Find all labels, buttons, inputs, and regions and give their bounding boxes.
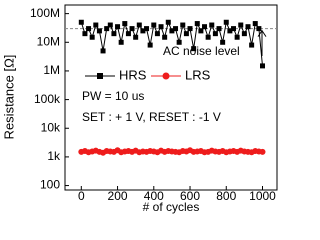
point <box>104 26 110 32</box>
point <box>129 26 135 32</box>
x-tick-label: 600 <box>180 189 200 203</box>
point <box>238 22 244 28</box>
point <box>241 31 247 37</box>
point <box>165 19 171 25</box>
point <box>212 31 218 37</box>
legend-marker <box>162 72 170 80</box>
x-tick-label: 800 <box>216 189 236 203</box>
legend-label: LRS <box>185 67 211 82</box>
point <box>205 34 211 40</box>
point <box>234 34 240 40</box>
x-tick-label: 0 <box>78 189 85 203</box>
y-tick-label: 1k <box>47 149 61 163</box>
point <box>176 39 182 45</box>
annotation: PW = 10 us <box>82 89 144 103</box>
point <box>260 63 266 69</box>
point <box>158 24 164 30</box>
legend-label: HRS <box>119 67 147 82</box>
y-tick-label: 100 <box>40 178 60 192</box>
chart: Resistance [Ω] # of cycles PW = 10 us SE… <box>1 4 278 214</box>
point <box>93 22 99 28</box>
point <box>183 31 189 37</box>
point <box>140 28 146 34</box>
point <box>227 28 233 34</box>
point <box>198 28 204 34</box>
point <box>187 26 193 32</box>
point <box>118 39 124 45</box>
annotation: SET : + 1 V, RESET : -1 V <box>82 110 221 124</box>
x-axis-label: # of cycles <box>143 200 200 214</box>
point <box>151 22 157 28</box>
point <box>86 26 92 32</box>
point <box>256 26 262 32</box>
point <box>111 31 117 37</box>
point <box>82 31 88 37</box>
point <box>107 22 113 28</box>
y-tick-label: 100k <box>34 92 61 106</box>
page: Resistance [Ω] # of cycles PW = 10 us SE… <box>1 4 278 215</box>
point <box>220 39 226 45</box>
point <box>249 42 255 48</box>
point <box>147 42 153 48</box>
y-tick-label: 1M <box>43 63 60 77</box>
point <box>100 48 106 54</box>
point <box>245 24 251 30</box>
point <box>154 31 160 37</box>
point <box>216 26 222 32</box>
point <box>202 24 208 30</box>
point <box>259 148 266 155</box>
point <box>133 34 139 40</box>
point <box>180 22 186 28</box>
point <box>78 19 84 25</box>
point <box>169 28 175 34</box>
x-tick-label: 200 <box>108 189 128 203</box>
y-tick-label: 10k <box>41 120 61 134</box>
point <box>125 31 131 37</box>
point <box>223 19 229 25</box>
point <box>231 26 237 32</box>
y-tick-label: 10M <box>37 34 60 48</box>
y-tick-label: 100M <box>30 6 60 20</box>
point <box>96 28 102 34</box>
x-tick-label: 1000 <box>249 189 276 203</box>
point <box>209 22 215 28</box>
point <box>252 21 258 27</box>
point <box>191 46 197 52</box>
point <box>115 24 121 30</box>
point <box>136 22 142 28</box>
point <box>173 26 179 32</box>
point <box>162 34 168 40</box>
plot-frame <box>64 4 278 191</box>
point <box>144 26 150 32</box>
y-axis-label: Resistance [Ω] <box>1 55 16 140</box>
point <box>122 21 128 27</box>
x-tick-label: 400 <box>144 189 164 203</box>
point <box>89 34 95 40</box>
noise-label: AC noise level <box>163 44 240 58</box>
point <box>194 21 200 27</box>
legend-marker <box>97 73 103 79</box>
